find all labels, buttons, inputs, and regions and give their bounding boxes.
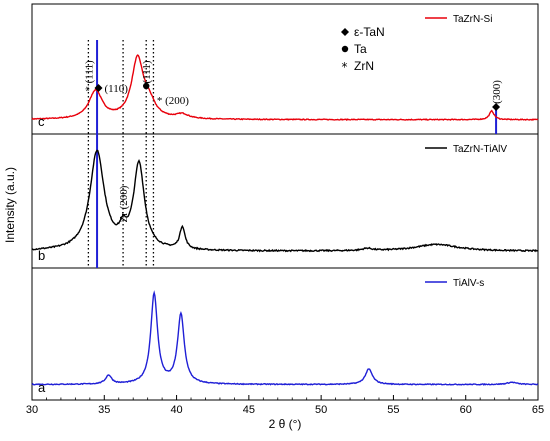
panel-tag: b (38, 248, 45, 263)
x-tick-label: 35 (98, 404, 110, 416)
panel-frames (31, 3, 539, 401)
phase-marker (341, 45, 349, 53)
diamond-annotation-marker (492, 103, 501, 111)
phase-legend-label: Ta (354, 42, 367, 56)
panel-tag: c (38, 114, 45, 129)
x-tick-label: 30 (26, 404, 38, 416)
peak-label: * (200) (157, 95, 189, 107)
peak-label: (300) (491, 80, 503, 104)
peak-label: Zr (200) (118, 185, 130, 222)
x-tick-label: 65 (532, 404, 544, 416)
series-curves: c b a (31, 54, 539, 395)
phase-marker: * (342, 60, 348, 74)
x-tick-label: 40 (170, 404, 182, 416)
phase-legend-label: ε-TaN (354, 25, 385, 39)
x-tick-label: 45 (243, 404, 255, 416)
series-line-c (31, 54, 539, 122)
phase-marker (341, 28, 349, 36)
phase-legend-label: ZrN (354, 59, 374, 73)
peak-annotations: * * (111) (110) (111) * (200) (300) Zr (200) (83, 28, 503, 222)
reference-lines (87, 40, 498, 268)
x-tick-label: 60 (460, 404, 472, 416)
panel-tag: a (38, 380, 46, 395)
legends: TaZrN-Si TaZrN-TiAlV TiAlV-s ε-TaN Ta ZrN (354, 14, 507, 289)
legend-label: TaZrN-TiAlV (453, 144, 507, 155)
x-tick-label: 50 (315, 404, 327, 416)
series-line-b (31, 149, 539, 253)
peak-label: * (111) (83, 60, 95, 92)
x-axis: 30 35 40 45 50 55 60 65 (26, 395, 544, 416)
y-axis-title: Intensity (a.u.) (3, 167, 17, 243)
legend-label: TaZrN-Si (453, 14, 492, 25)
series-line-a (31, 290, 539, 386)
peak-label: (111) (141, 60, 153, 83)
circle-annotation-marker (143, 82, 150, 90)
legend-label: TiAlV-s (453, 278, 484, 289)
panel-frame (31, 267, 539, 401)
diamond-annotation-marker (94, 84, 103, 92)
x-tick-label: 55 (387, 404, 399, 416)
peak-label: (110) (105, 83, 129, 95)
x-axis-title: 2 θ (°) (269, 417, 302, 431)
